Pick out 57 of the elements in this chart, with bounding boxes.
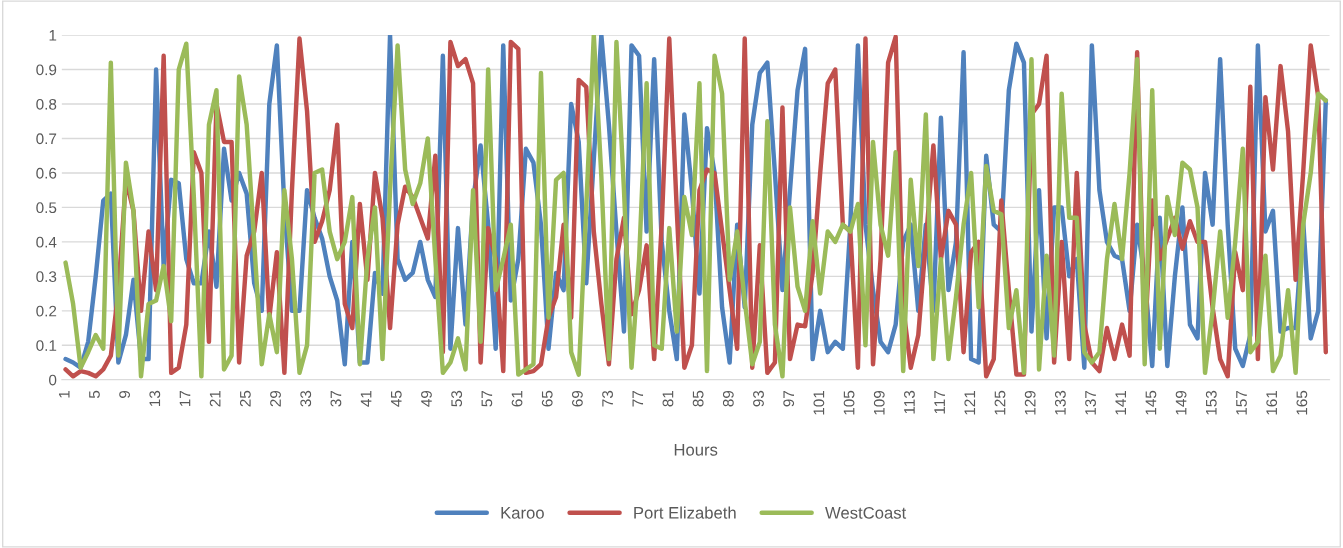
x-tick-label: 93 [753,390,764,407]
x-tick-label: 53 [451,390,463,407]
x-tick-label: 153 [1205,390,1217,415]
x-tick-label: 49 [421,390,432,407]
x-tick-label: 117 [934,390,945,414]
x-tick-label: 1 [58,390,70,398]
x-tick-label: 113 [904,390,915,414]
x-tick-label: 141 [1115,390,1126,415]
legend-label: Port Elizabeth [634,506,736,519]
x-tick-label: 65 [541,390,553,407]
x-tick-label: 121 [964,390,976,415]
y-tick-label: 0.2 [36,305,57,317]
y-tick-label: 0.1 [36,340,57,351]
x-tick-label: 41 [360,390,372,407]
x-tick-label: 73 [602,390,613,407]
y-tick-label: 0.9 [36,64,57,76]
x-tick-label: 77 [632,390,644,407]
x-axis-title: Hours [674,444,718,456]
x-tick-label: 157 [1236,390,1247,415]
y-tick-label: 0.5 [36,202,57,214]
y-tick-label: 0.3 [36,271,57,283]
x-tick-label: 89 [722,390,734,407]
x-tick-label: 29 [270,390,281,407]
x-tick-label: 105 [843,390,855,415]
x-tick-label: 101 [813,390,825,415]
x-tick-label: 9 [119,390,131,398]
y-tick-label: 0.8 [36,98,57,110]
x-tick-label: 17 [179,390,191,407]
x-tick-label: 69 [571,390,583,407]
x-tick-label: 33 [300,390,312,407]
x-tick-label: 109 [873,390,885,415]
x-tick-label: 37 [330,390,342,407]
x-tick-label: 57 [481,390,493,407]
x-tick-label: 61 [511,390,523,407]
legend-label: Karoo [501,507,544,519]
x-tick-label: 149 [1175,390,1187,415]
x-tick-label: 81 [662,390,674,407]
x-tick-label: 165 [1296,390,1308,415]
x-tick-label: 5 [89,390,100,399]
y-tick-label: 0.6 [36,167,57,179]
y-tick-label: 0 [49,374,57,386]
x-tick-label: 45 [391,390,402,407]
y-tick-label: 0.7 [36,133,57,145]
legend-label: WestCoast [825,506,907,519]
x-tick-label: 133 [1054,390,1066,415]
x-tick-label: 21 [209,390,221,407]
x-tick-label: 129 [1024,390,1036,415]
x-tick-label: 97 [783,390,795,407]
y-tick-label: 1 [49,30,57,41]
x-tick-label: 145 [1145,390,1157,415]
x-tick-label: 85 [692,390,704,407]
y-tick-label: 0.4 [36,236,57,248]
x-tick-label: 25 [239,390,251,407]
x-tick-label: 161 [1266,390,1278,415]
x-tick-label: 137 [1085,390,1096,415]
x-tick-label: 125 [994,390,1006,415]
x-tick-label: 13 [149,390,161,407]
